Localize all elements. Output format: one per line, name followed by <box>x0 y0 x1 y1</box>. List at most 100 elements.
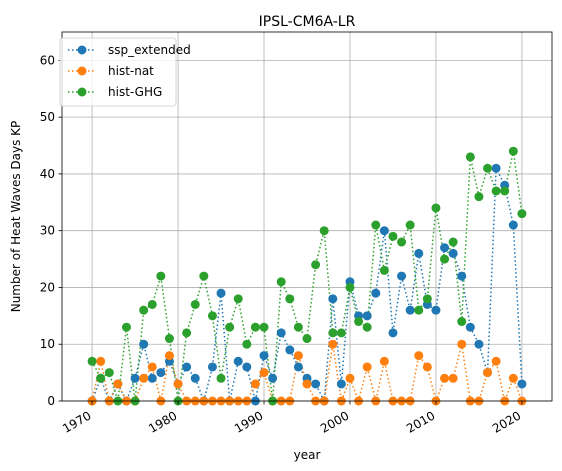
data-point <box>405 305 415 315</box>
data-point <box>328 328 338 338</box>
y-tick-label: 50 <box>40 110 55 124</box>
data-point <box>491 356 501 366</box>
data-point <box>483 163 493 173</box>
data-point <box>474 339 484 349</box>
data-point <box>508 373 518 383</box>
x-tick-label: 2000 <box>318 408 351 435</box>
data-point <box>285 345 295 355</box>
data-point <box>216 288 226 298</box>
data-point <box>225 322 235 332</box>
data-point <box>500 186 510 196</box>
legend-label: ssp_extended <box>108 43 191 57</box>
data-point <box>104 368 114 378</box>
x-tick-label: 2020 <box>490 408 523 435</box>
data-point <box>379 226 389 236</box>
data-point <box>388 328 398 338</box>
data-point <box>354 317 364 327</box>
data-point <box>285 294 295 304</box>
data-point <box>190 373 200 383</box>
data-point <box>293 351 303 361</box>
data-point <box>440 243 450 253</box>
legend-marker <box>77 45 87 55</box>
x-tick-label: 1970 <box>60 408 93 435</box>
data-point <box>268 373 278 383</box>
data-point <box>379 265 389 275</box>
legend: ssp_extended hist-nat hist-GHG <box>59 37 191 107</box>
y-tick-label: 30 <box>40 224 55 238</box>
data-point <box>233 356 243 366</box>
data-point <box>293 362 303 372</box>
data-point <box>250 322 260 332</box>
data-point <box>483 368 493 378</box>
data-point <box>508 220 518 230</box>
data-point <box>362 362 372 372</box>
data-point <box>311 260 321 270</box>
data-point <box>517 379 527 389</box>
data-point <box>431 305 441 315</box>
y-axis-ticks: 0 10 20 30 40 50 60 <box>40 53 62 408</box>
data-point <box>276 328 286 338</box>
data-point <box>87 356 97 366</box>
x-tick-label: 1980 <box>146 408 179 435</box>
data-point <box>431 203 441 213</box>
data-point <box>414 351 424 361</box>
y-tick-label: 40 <box>40 167 55 181</box>
data-point <box>414 248 424 258</box>
data-point <box>182 362 192 372</box>
data-point <box>242 362 252 372</box>
data-point <box>405 220 415 230</box>
data-point <box>190 299 200 309</box>
data-point <box>397 237 407 247</box>
data-point <box>457 271 467 281</box>
data-point <box>345 373 355 383</box>
data-point <box>491 186 501 196</box>
data-point <box>448 248 458 258</box>
data-point <box>216 373 226 383</box>
data-point <box>207 311 217 321</box>
data-point <box>491 163 501 173</box>
data-point <box>147 299 157 309</box>
data-point <box>508 146 518 156</box>
data-point <box>362 311 372 321</box>
data-point <box>336 379 346 389</box>
x-tick-label: 2010 <box>404 408 437 435</box>
data-point <box>465 152 475 162</box>
data-point <box>259 351 269 361</box>
data-point <box>199 271 209 281</box>
data-point <box>422 362 432 372</box>
data-point <box>293 322 303 332</box>
data-point <box>362 322 372 332</box>
data-point <box>233 294 243 304</box>
data-point <box>113 379 123 389</box>
data-point <box>371 288 381 298</box>
data-point <box>517 209 527 219</box>
data-point <box>440 373 450 383</box>
data-point <box>156 368 166 378</box>
legend-label: hist-GHG <box>108 85 162 99</box>
data-point <box>139 339 149 349</box>
data-point <box>448 373 458 383</box>
data-point <box>397 271 407 281</box>
data-point <box>422 294 432 304</box>
data-point <box>276 277 286 287</box>
y-tick-label: 20 <box>40 280 55 294</box>
data-point <box>379 356 389 366</box>
legend-marker <box>77 66 87 76</box>
data-point <box>311 379 321 389</box>
x-axis-ticks: 1970 1980 1990 2000 2010 2020 <box>60 401 523 436</box>
data-point <box>259 368 269 378</box>
legend-marker <box>77 87 87 97</box>
data-point <box>182 328 192 338</box>
data-point <box>474 192 484 202</box>
data-point <box>173 379 183 389</box>
data-point <box>345 282 355 292</box>
data-point <box>440 254 450 264</box>
data-point <box>164 351 174 361</box>
data-point <box>457 317 467 327</box>
data-point <box>319 226 329 236</box>
data-point <box>147 362 157 372</box>
data-point <box>96 373 106 383</box>
data-point <box>242 339 252 349</box>
legend-box <box>59 37 177 107</box>
